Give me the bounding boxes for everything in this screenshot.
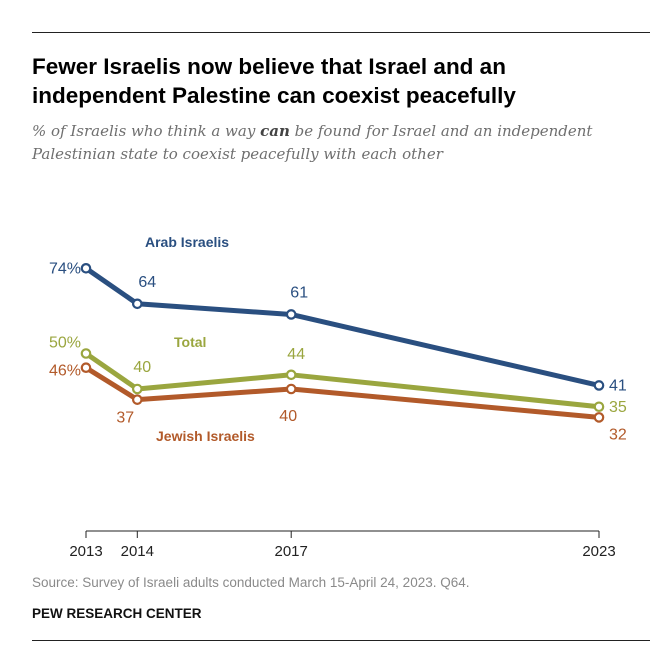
series-line bbox=[83, 365, 602, 420]
x-tick-label: 2013 bbox=[69, 543, 102, 560]
data-point-label: 50% bbox=[49, 335, 81, 352]
data-point-label: 46% bbox=[49, 363, 81, 380]
data-point-label: 64 bbox=[138, 274, 156, 291]
series-name-label: Total bbox=[174, 334, 206, 350]
series-name-label: Jewish Israelis bbox=[156, 428, 255, 444]
data-point-marker bbox=[80, 348, 92, 359]
subtitle-emphasis: can bbox=[260, 122, 290, 140]
data-point-marker bbox=[80, 262, 92, 274]
data-point-label: 44 bbox=[287, 346, 305, 363]
data-point-marker bbox=[593, 401, 605, 413]
x-tick-label: 2017 bbox=[275, 543, 308, 560]
data-point-marker bbox=[132, 383, 143, 395]
data-point-marker bbox=[80, 362, 92, 373]
bottom-rule bbox=[32, 640, 650, 641]
data-point-marker bbox=[132, 298, 143, 310]
series-line bbox=[83, 351, 602, 410]
top-rule bbox=[32, 32, 650, 33]
chart-title: Fewer Israelis now believe that Israel a… bbox=[32, 54, 516, 108]
source-note: Source: Survey of Israeli adults conduct… bbox=[32, 575, 470, 590]
data-point-marker bbox=[132, 394, 143, 405]
data-point-label: 74% bbox=[49, 260, 81, 277]
x-tick-label: 2014 bbox=[121, 543, 154, 560]
data-point-label: 32 bbox=[609, 426, 627, 443]
data-point-marker bbox=[593, 380, 605, 391]
subtitle-text-before: % of Israelis who think a way bbox=[32, 122, 261, 140]
data-point-label: 40 bbox=[133, 359, 151, 376]
organization-name: PEW RESEARCH CENTER bbox=[32, 606, 202, 621]
data-point-label: 35 bbox=[609, 399, 627, 416]
chart-subtitle: % of Israelis who think a way can be fou… bbox=[32, 120, 642, 166]
series-line bbox=[83, 265, 602, 388]
data-point-label: 40 bbox=[279, 408, 297, 425]
data-point-label: 61 bbox=[290, 284, 308, 301]
data-point-marker bbox=[285, 369, 297, 381]
data-point-marker bbox=[285, 383, 297, 395]
x-tick-label: 2023 bbox=[582, 543, 615, 560]
series-name-label: Arab Israelis bbox=[145, 234, 229, 250]
data-point-marker bbox=[593, 412, 605, 423]
data-point-label: 41 bbox=[609, 377, 627, 394]
subtitle-text-after: be found for Israel and an independent P… bbox=[32, 122, 593, 163]
data-point-label: 37 bbox=[116, 410, 134, 427]
data-point-marker bbox=[285, 309, 297, 320]
